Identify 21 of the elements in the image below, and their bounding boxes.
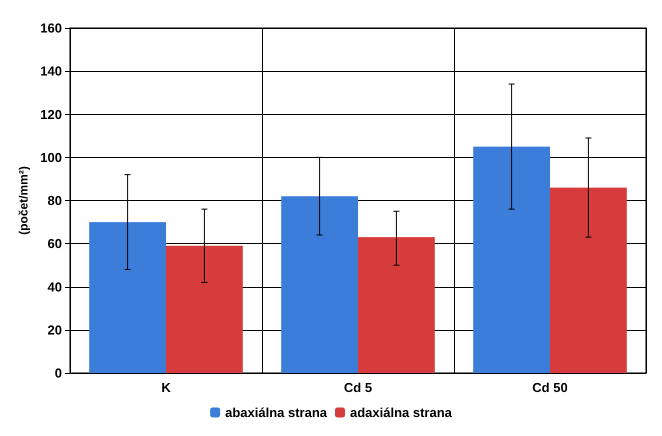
x-tick-label: Cd 50 <box>532 380 568 395</box>
bar <box>166 246 243 373</box>
bar <box>89 222 166 373</box>
y-axis-title: (počet/mm²) <box>16 166 30 235</box>
bar <box>358 237 435 373</box>
y-tick-label: 40 <box>48 279 62 294</box>
x-tick-label: Cd 5 <box>344 380 372 395</box>
x-tick-label: K <box>161 380 172 395</box>
bar <box>473 146 550 373</box>
y-tick-label: 80 <box>48 193 62 208</box>
y-tick-label: 120 <box>40 106 62 122</box>
y-tick-label: 60 <box>48 236 62 252</box>
bar <box>281 196 358 373</box>
y-tick-label: 100 <box>40 150 62 165</box>
y-tick-label: 0 <box>54 366 62 380</box>
legend-label: abaxiálna strana <box>225 405 328 420</box>
y-tick-label: 160 <box>40 20 62 36</box>
legend-label: adaxiálna strana <box>350 405 453 420</box>
bar <box>550 188 627 373</box>
y-tick-label: 140 <box>40 64 62 79</box>
y-tick-label: 20 <box>48 322 62 338</box>
